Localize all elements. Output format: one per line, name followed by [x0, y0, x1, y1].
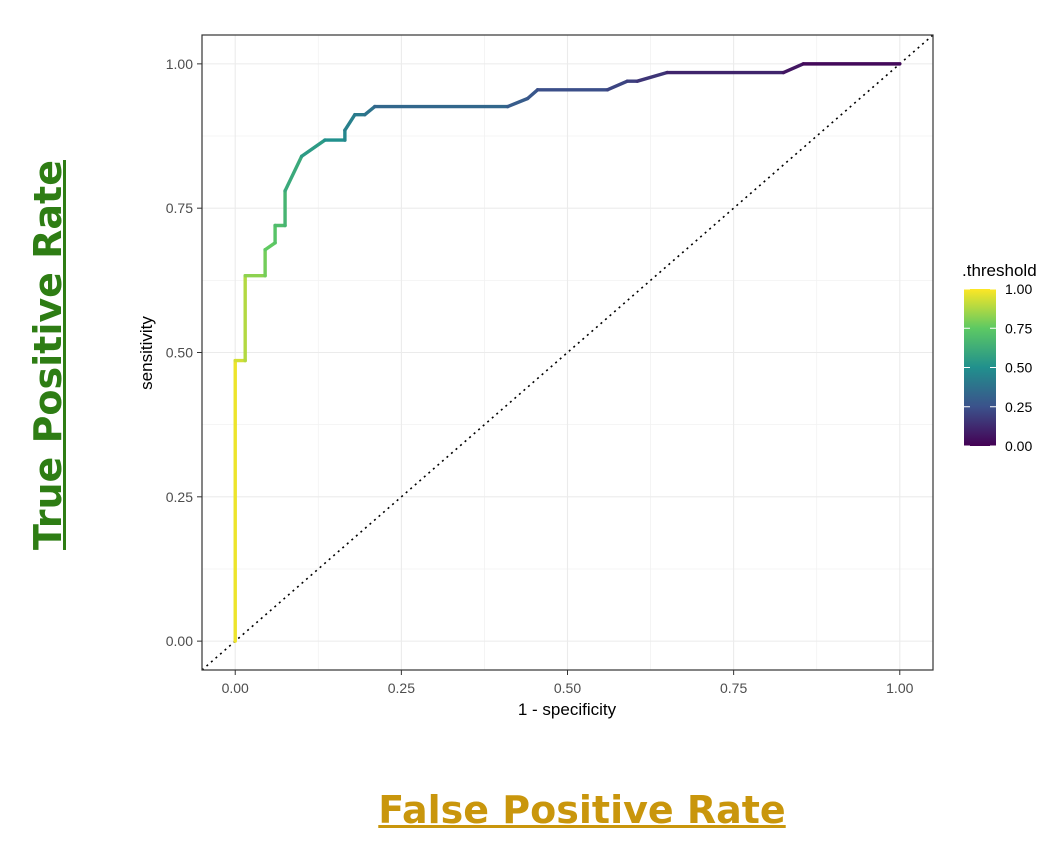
y-tick-label: 0.75 — [166, 200, 193, 216]
legend-tick-label: 0.25 — [1005, 399, 1032, 415]
roc-curve-segment — [781, 62, 806, 75]
x-tick-label: 1.00 — [886, 680, 913, 696]
roc-curve-segment — [635, 70, 669, 83]
x-tick-label: 0.00 — [222, 680, 249, 696]
legend-ticks: 1.00 0.75 0.50 0.25 0.00 — [964, 281, 1032, 454]
threshold-legend: .threshold 1.00 0.75 0.50 0.25 0.00 — [962, 261, 1037, 454]
legend-tick-label: 1.00 — [1005, 281, 1032, 297]
x-axis-ticks: 0.00 0.25 0.50 0.75 1.00 — [222, 670, 914, 696]
y-axis-title: sensitivity — [137, 316, 156, 390]
x-tick-label: 0.50 — [554, 680, 581, 696]
roc-curve-segment — [525, 88, 540, 101]
legend-tick-label: 0.50 — [1005, 360, 1032, 376]
legend-title: .threshold — [962, 261, 1037, 280]
roc-curve-segment — [283, 154, 304, 193]
roc-curve — [233, 62, 902, 643]
roc-curve-segment — [299, 138, 327, 158]
y-tick-label: 0.50 — [166, 345, 193, 361]
true-positive-rate-title: True Positive Rate — [26, 160, 70, 550]
x-axis-title: 1 - specificity — [518, 700, 617, 719]
y-tick-label: 1.00 — [166, 56, 193, 72]
major-gridlines — [202, 35, 933, 670]
legend-tick-label: 0.75 — [1005, 320, 1032, 336]
y-axis-ticks: 0.00 0.25 0.50 0.75 1.00 — [166, 56, 202, 649]
x-tick-label: 0.75 — [720, 680, 747, 696]
roc-curve-segment — [343, 112, 357, 132]
false-positive-rate-title: False Positive Rate — [378, 788, 786, 832]
y-tick-label: 0.00 — [166, 633, 193, 649]
roc-curve-segment — [263, 241, 277, 252]
legend-tick-label: 0.00 — [1005, 438, 1032, 454]
roc-curve-segment — [363, 104, 377, 117]
x-tick-label: 0.25 — [388, 680, 415, 696]
roc-curve-segment — [505, 96, 530, 109]
roc-curve-segment — [605, 79, 630, 92]
y-tick-label: 0.25 — [166, 489, 193, 505]
